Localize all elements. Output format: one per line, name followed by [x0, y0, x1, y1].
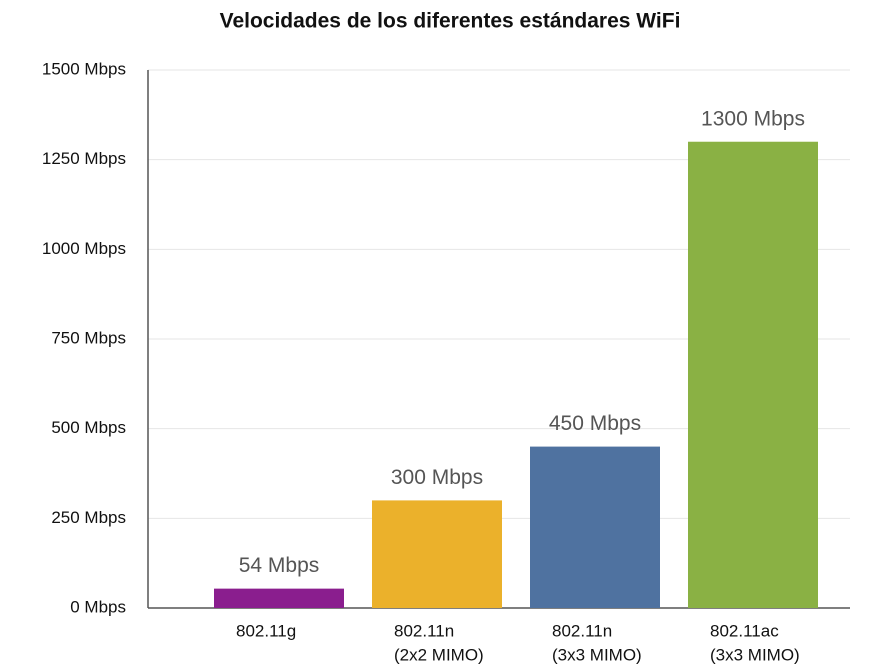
y-tick-label: 1500 Mbps [42, 59, 126, 78]
y-tick-label: 250 Mbps [51, 508, 126, 527]
y-tick-label: 1000 Mbps [42, 239, 126, 258]
data-label: 300 Mbps [391, 466, 483, 489]
y-tick-label: 1250 Mbps [42, 149, 126, 168]
x-tick-label: 802.11n [394, 621, 454, 640]
bar [530, 446, 660, 608]
x-tick-label: (3x3 MIMO) [710, 645, 800, 664]
x-tick-label: 802.11g [236, 621, 296, 640]
x-tick-label: 802.11n [552, 621, 612, 640]
chart-title: Velocidades de los diferentes estándares… [220, 10, 681, 33]
data-label: 1300 Mbps [701, 107, 805, 130]
y-tick-label: 750 Mbps [51, 328, 126, 347]
y-tick-label: 500 Mbps [51, 418, 126, 437]
x-tick-label: (2x2 MIMO) [394, 645, 484, 664]
y-tick-label: 0 Mbps [70, 597, 126, 616]
bar [688, 141, 818, 608]
data-label: 450 Mbps [549, 412, 641, 435]
bar [372, 500, 502, 608]
x-tick-label: (3x3 MIMO) [552, 645, 642, 664]
x-tick-label: 802.11ac [710, 621, 779, 640]
bar [214, 588, 344, 608]
data-label: 54 Mbps [239, 554, 320, 577]
